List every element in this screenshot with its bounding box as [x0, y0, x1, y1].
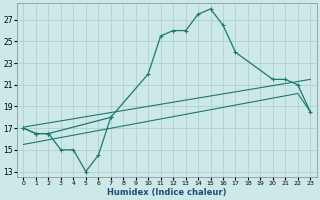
X-axis label: Humidex (Indice chaleur): Humidex (Indice chaleur) — [107, 188, 227, 197]
